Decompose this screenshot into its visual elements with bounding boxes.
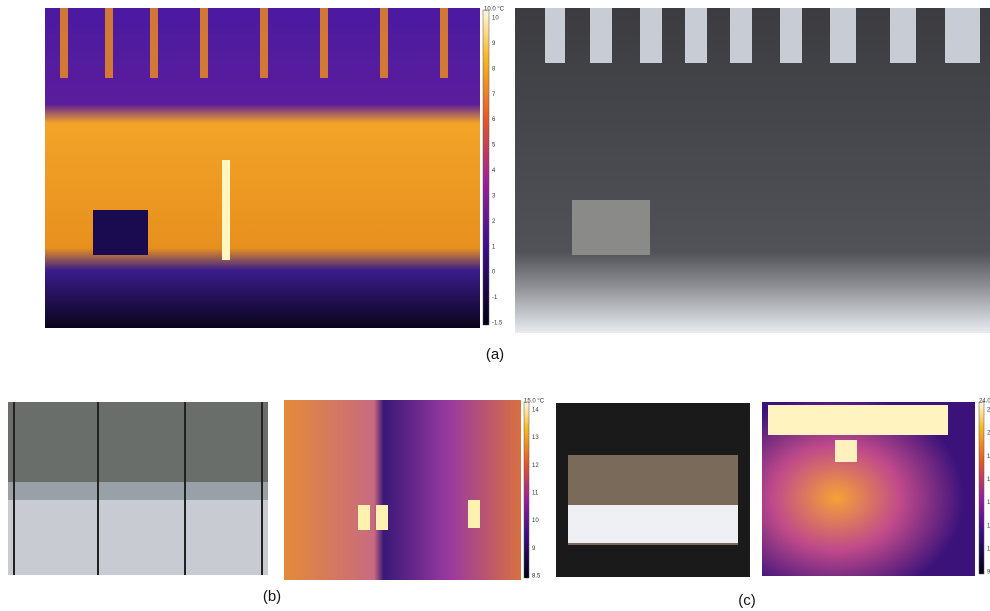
colorbar-tick-label: 6 <box>492 117 496 123</box>
colorbar-tick-label: 14 <box>987 500 990 506</box>
hot-beam <box>768 405 948 435</box>
panel-c <box>556 401 985 577</box>
colorbar-tick-label: 1 <box>492 244 496 250</box>
colorbar-tick-label: 0 <box>492 270 496 276</box>
photo-upper <box>8 402 268 482</box>
colorbar-tick-label: 22 <box>987 408 990 414</box>
hot-spots <box>358 500 480 530</box>
colorbar-tick-label: 2 <box>492 219 496 225</box>
panel-a <box>45 8 990 333</box>
panel-label: (a) <box>486 346 504 363</box>
colorbar-title: 24.0 °C <box>979 399 990 405</box>
colorbar-tick-label: -1.5 <box>492 321 503 327</box>
colorbar-tick-label: 11 <box>532 491 539 497</box>
colorbar-title: 10.0 °C <box>484 7 505 13</box>
hot-spot <box>222 160 230 260</box>
door-frames <box>13 402 263 575</box>
colorbar-tick-label: 5 <box>492 143 496 149</box>
hot-spot <box>835 440 857 462</box>
colorbar-tick-label: 3 <box>492 193 496 199</box>
colorbar-tick-label: -1 <box>492 295 498 301</box>
colorbar-tick-label: 12 <box>532 463 539 469</box>
colorbar-tick-label: 9.6 <box>987 570 990 576</box>
colorbar-tick-label: 13 <box>532 435 539 441</box>
colorbar <box>978 401 985 575</box>
photo-snow <box>568 505 738 543</box>
photo <box>515 8 990 333</box>
colorbar-tick-label: 20 <box>987 431 990 437</box>
thermal-image <box>284 400 521 580</box>
colorbar-tick-label: 10 <box>492 16 499 22</box>
colorbar-tick-label: 14 <box>532 408 539 414</box>
window-stripes <box>60 8 448 78</box>
colorbar-tick-label: 12 <box>987 523 990 529</box>
colorbar-title: 15.0 °C <box>524 399 545 405</box>
colorbar <box>482 9 490 326</box>
colorbar-tick-label: 16 <box>987 477 990 483</box>
colorbar-tick-label: 7 <box>492 92 496 98</box>
colorbar-tick-label: 4 <box>492 168 496 174</box>
panel-label: (c) <box>738 592 756 609</box>
colorbar-tick-label: 18 <box>987 454 990 460</box>
panel-label: (b) <box>263 588 281 605</box>
photo-windows <box>545 8 980 63</box>
photo-block <box>572 200 650 255</box>
colorbar <box>523 401 530 579</box>
colorbar-tick-label: 8.5 <box>532 574 541 580</box>
colorbar-tick-label: 8 <box>492 66 496 72</box>
colorbar-tick-label: 10 <box>987 546 990 552</box>
cold-block <box>93 210 148 255</box>
colorbar-tick-label: 9 <box>532 546 536 552</box>
colorbar-tick-label: 9 <box>492 41 496 47</box>
photo-floor <box>8 500 268 575</box>
colorbar-tick-label: 10 <box>532 518 539 524</box>
panel-b <box>8 400 530 580</box>
